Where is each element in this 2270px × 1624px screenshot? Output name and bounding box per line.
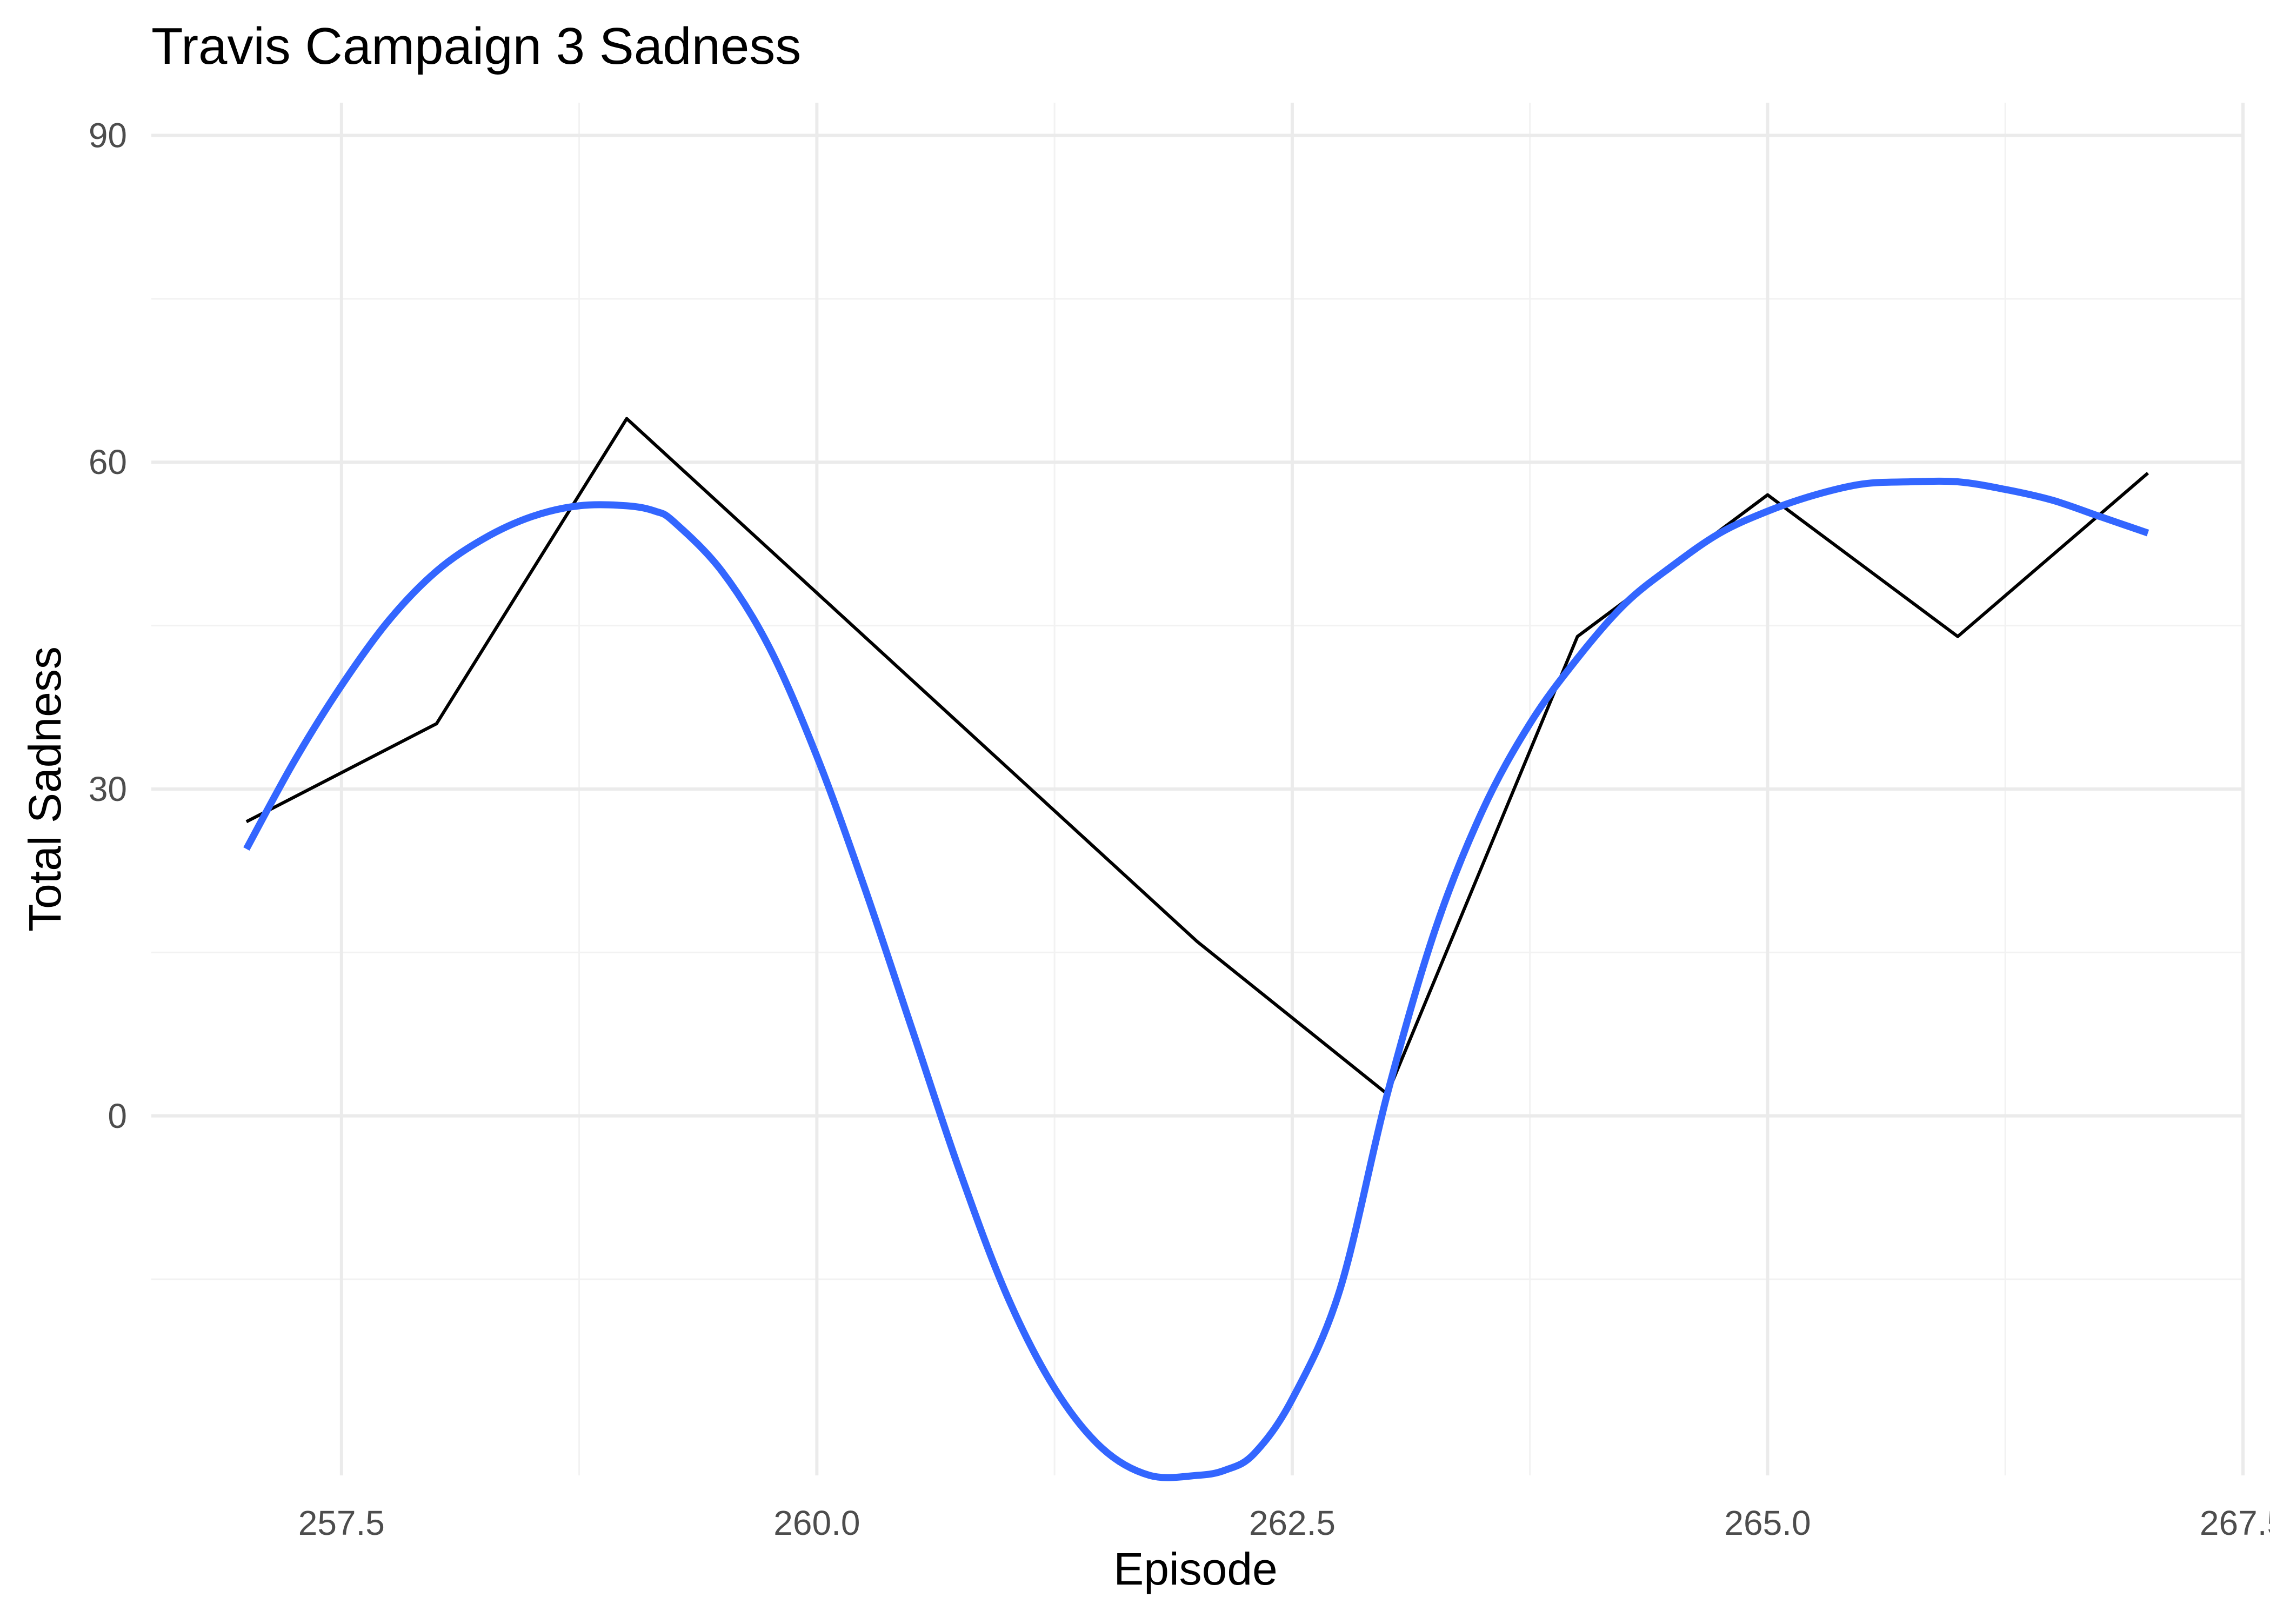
x-tick-label: 267.5 [2200, 1503, 2270, 1542]
major-gridlines [151, 103, 2245, 1475]
y-tick-label: 60 [89, 443, 127, 482]
x-tick-label: 262.5 [1249, 1503, 1336, 1542]
minor-gridlines [151, 103, 2243, 1475]
axis-tick-labels: 257.5 260.0 262.5 265.0 267.5 0 30 60 90 [89, 116, 2270, 1542]
y-axis-title: Total Sadness [19, 646, 70, 932]
x-tick-label: 265.0 [1724, 1503, 1811, 1542]
data-series [243, 417, 2149, 1481]
x-tick-label: 260.0 [773, 1503, 860, 1542]
y-tick-label: 0 [108, 1097, 127, 1135]
total-sadness-line [245, 417, 2149, 1096]
x-axis-title: Episode [1113, 1543, 1278, 1594]
smoothed-trend-line [243, 477, 2149, 1481]
chart-title: Travis Campaign 3 Sadness [151, 17, 801, 75]
y-tick-label: 30 [89, 770, 127, 808]
x-tick-label: 257.5 [298, 1503, 385, 1542]
y-tick-label: 90 [89, 116, 127, 155]
